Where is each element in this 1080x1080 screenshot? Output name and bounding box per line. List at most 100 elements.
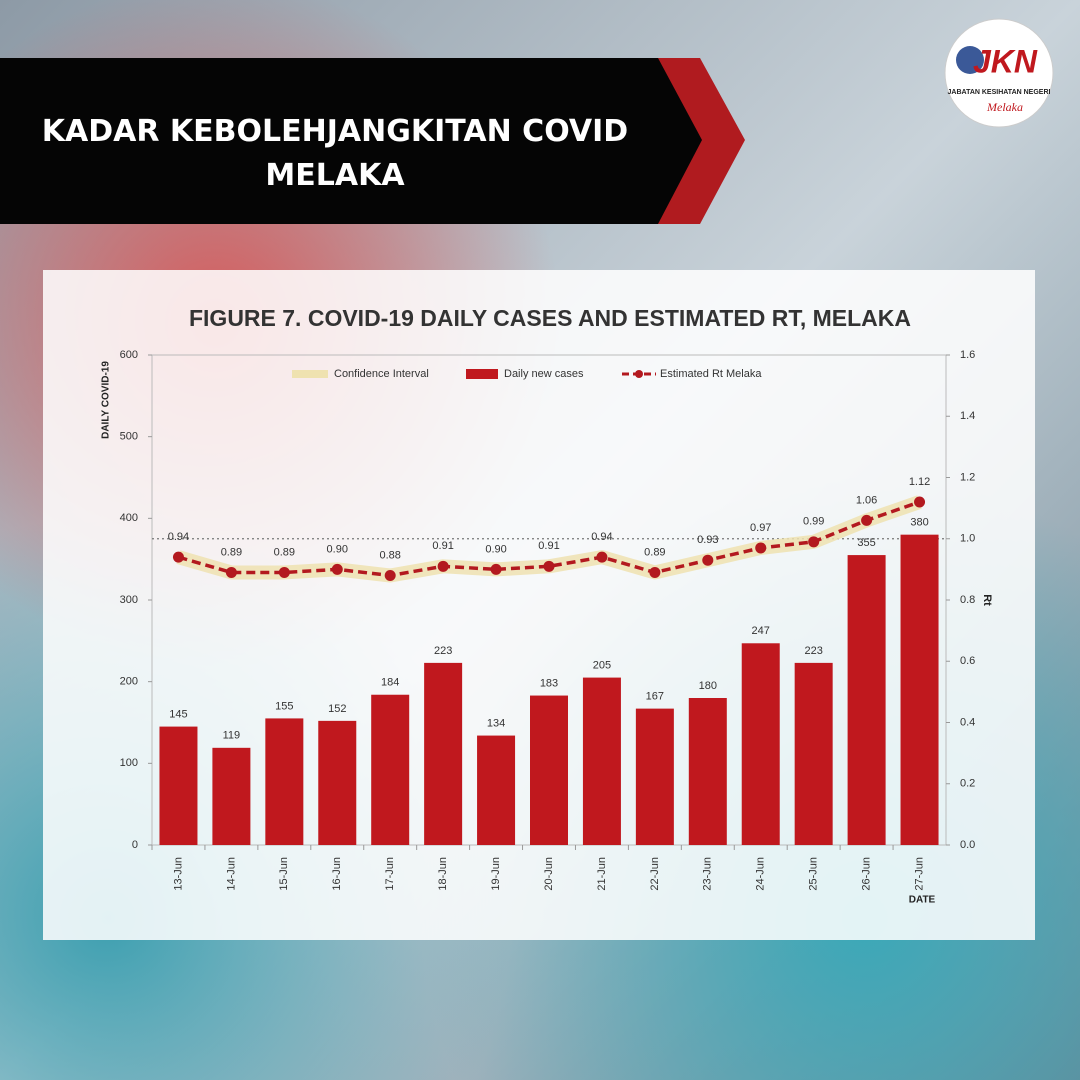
bar xyxy=(159,726,198,845)
bar xyxy=(265,718,304,845)
logo-mark: JKN xyxy=(973,43,1038,79)
bar xyxy=(847,555,886,845)
logo-fb xyxy=(956,46,984,74)
bar-value-label: 223 xyxy=(804,645,822,657)
rt-point xyxy=(384,570,396,581)
x-tick-label: 14-Jun xyxy=(225,857,237,891)
bar-value-label: 145 xyxy=(169,708,187,720)
y2-tick-label: 0.8 xyxy=(960,594,975,606)
legend-band-label: Confidence Interval xyxy=(334,368,429,380)
logo-name: JABATAN KESIHATAN NEGERI xyxy=(948,89,1051,96)
bar xyxy=(530,695,568,845)
banner xyxy=(0,58,702,224)
rt-value-label: 0.93 xyxy=(697,534,718,546)
bar xyxy=(635,708,674,845)
rt-point xyxy=(649,566,661,578)
bar xyxy=(212,747,251,845)
rt-point xyxy=(225,566,237,578)
bar xyxy=(371,694,410,845)
x-tick-label: 21-Jun xyxy=(596,857,608,891)
rt-value-label: 0.91 xyxy=(538,540,559,552)
x-tick-label: 26-Jun xyxy=(861,857,873,891)
logo-state: Melaka xyxy=(986,100,1023,114)
rt-point xyxy=(808,536,820,548)
y2-tick-label: 0.2 xyxy=(960,778,975,790)
bar xyxy=(477,735,516,845)
y2-tick-label: 1.2 xyxy=(960,471,975,483)
rt-point xyxy=(278,566,290,578)
y-tick-label: 400 xyxy=(120,512,138,524)
rt-point xyxy=(543,560,555,572)
rt-value-label: 0.89 xyxy=(274,546,295,558)
banner-box: KADAR KEBOLEHJANGKITAN COVID MELAKA xyxy=(41,114,629,193)
legend-line-label: Estimated Rt Melaka xyxy=(660,368,762,380)
rt-value-label: 0.90 xyxy=(485,543,506,555)
bar-value-label: 205 xyxy=(593,659,611,671)
rt-point xyxy=(914,496,926,508)
bar xyxy=(794,662,833,845)
bar xyxy=(424,662,463,845)
logo xyxy=(944,18,1054,128)
rt-value-label: 0.90 xyxy=(327,543,348,555)
rt-value-label: 0.94 xyxy=(591,531,612,543)
bar xyxy=(582,677,621,845)
rt-value-label: 0.89 xyxy=(644,546,665,558)
rt-value-label: 0.97 xyxy=(750,522,771,534)
y-tick-label: 500 xyxy=(120,431,138,443)
y2-tick-label: 0.0 xyxy=(960,839,975,851)
rt-point xyxy=(490,563,502,575)
rt-value-label: 0.99 xyxy=(803,516,824,528)
x-tick-label: 23-Jun xyxy=(702,857,714,891)
bar-value-label: 119 xyxy=(223,730,241,742)
page-title: KADAR KEBOLEHJANGKITAN COVID MELAKA xyxy=(41,114,629,193)
y2-tick-label: 0.6 xyxy=(960,655,975,667)
bar-value-label: 183 xyxy=(540,677,558,689)
y2-tick-label: 1.0 xyxy=(960,533,975,545)
y2-tick-label: 0.4 xyxy=(960,716,975,728)
rt-value-label: 0.94 xyxy=(168,531,189,543)
rt-value-label: 1.12 xyxy=(909,476,930,488)
rt-point xyxy=(861,514,873,526)
bar-value-label: 184 xyxy=(381,677,399,689)
rt-point xyxy=(702,554,714,566)
bar-value-label: 355 xyxy=(857,537,875,549)
bar-value-label: 167 xyxy=(646,691,664,703)
x-tick-label: 20-Jun xyxy=(543,857,555,891)
y2-axis-label: Rt xyxy=(981,594,993,606)
x-tick-label: 25-Jun xyxy=(808,857,820,891)
rt-value-label: 0.88 xyxy=(379,549,400,561)
rt-point xyxy=(437,560,449,572)
x-tick-label: 24-Jun xyxy=(755,857,767,891)
bar-value-label: 223 xyxy=(434,645,452,657)
rt-value-label: 0.91 xyxy=(432,540,453,552)
bar-value-label: 155 xyxy=(275,700,293,712)
bar-value-label: 180 xyxy=(699,680,717,692)
bar-value-label: 134 xyxy=(487,717,505,729)
x-tick-label: 16-Jun xyxy=(331,857,343,891)
bar xyxy=(900,534,939,845)
x-tick-label: 18-Jun xyxy=(437,857,449,891)
y-tick-label: 100 xyxy=(120,757,138,769)
x-tick-label: 27-Jun xyxy=(913,857,925,891)
chart-title: FIGURE 7. COVID-19 DAILY CASES AND ESTIM… xyxy=(189,305,911,331)
bar-value-label: 152 xyxy=(328,703,346,715)
legend-bar-swatch xyxy=(466,369,498,379)
y2-tick-label: 1.4 xyxy=(960,410,975,422)
rt-point xyxy=(172,551,184,563)
bar xyxy=(688,698,727,845)
bar-value-label: 380 xyxy=(910,517,928,529)
y2-tick-label: 1.6 xyxy=(960,349,975,361)
y-tick-label: 300 xyxy=(120,594,138,606)
x-tick-label: 15-Jun xyxy=(278,857,290,891)
y-axis-label: DAILY COVID-19 xyxy=(101,361,112,439)
legend-line-dot xyxy=(635,370,643,378)
x-tick-label: 22-Jun xyxy=(649,857,661,891)
y-tick-label: 200 xyxy=(120,676,138,688)
rt-point xyxy=(755,542,767,554)
rt-point xyxy=(331,563,343,575)
x-tick-label: 19-Jun xyxy=(490,857,502,891)
legend-bar-label: Daily new cases xyxy=(504,368,584,380)
bar-value-label: 247 xyxy=(752,625,770,637)
